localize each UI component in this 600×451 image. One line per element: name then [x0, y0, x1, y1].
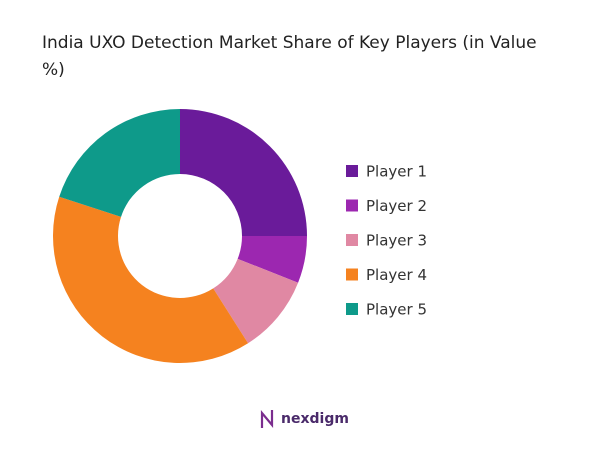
chart-title: India UXO Detection Market Share of Key … — [42, 33, 537, 80]
donut-slice — [213, 258, 299, 344]
legend-swatch — [346, 199, 358, 212]
legend-label: Player 2 — [366, 197, 427, 215]
logo-text: nexdigm — [281, 411, 349, 427]
donut-slice — [59, 109, 181, 217]
legend-label: Player 5 — [366, 301, 427, 319]
legend-swatch — [346, 234, 358, 246]
donut-slice — [237, 236, 307, 283]
legend-swatch — [346, 303, 358, 315]
legend-label: Player 4 — [366, 266, 427, 284]
legend-swatch — [346, 165, 358, 177]
logo-mark — [260, 409, 274, 429]
legend-swatch — [346, 268, 358, 281]
legend-label: Player 1 — [366, 163, 427, 181]
legend-label: Player 3 — [366, 232, 427, 250]
logo-icon — [260, 409, 274, 429]
donut-slice — [180, 109, 307, 236]
donut-slice — [52, 196, 249, 363]
